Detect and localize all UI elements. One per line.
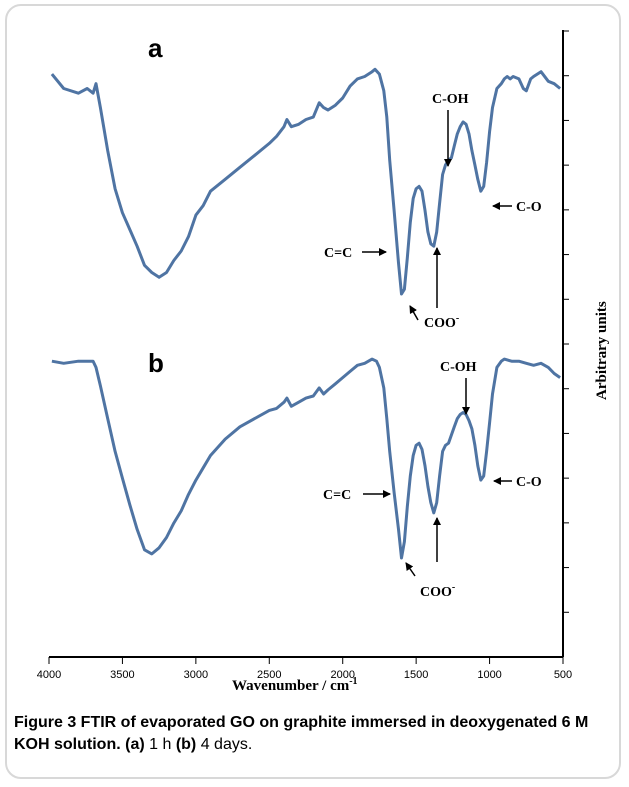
arrow-a-coo-dip1	[409, 305, 419, 321]
x-tick-label: 2000	[330, 669, 354, 681]
panel-label-b: b	[148, 348, 164, 378]
x-tick-label: 3000	[184, 669, 208, 681]
caption-label: Figure 3	[14, 714, 77, 731]
caption-a-tag: (a)	[125, 736, 145, 753]
x-tick-label: 1000	[477, 669, 501, 681]
spectrum-line-a	[50, 67, 562, 296]
y-axis-title: Arbitrary units	[594, 301, 610, 400]
x-tick-label: 4000	[37, 669, 61, 681]
caption-b-text: 4 days.	[196, 736, 253, 753]
spectrum-line-b	[51, 357, 561, 560]
caption-title: FTIR of evaporated GO on graphite immers…	[14, 714, 589, 753]
figure-frame	[5, 4, 621, 779]
x-tick-label: 2500	[257, 669, 281, 681]
x-tick-label: 500	[554, 669, 572, 681]
arrow-b-coo-dip1	[405, 562, 416, 577]
annotation-a-c-oh: C-OH	[432, 92, 469, 107]
annotation-a-coo: COO-	[424, 313, 459, 331]
annotation-b-c-o: C-O	[516, 475, 542, 490]
panel-label-a: a	[148, 33, 163, 63]
annotation-a-c-c: C=C	[324, 246, 352, 261]
x-ticks: 4000 3500 3000 2500 2000 1500 1000 500	[37, 657, 572, 681]
y-ticks	[563, 30, 569, 613]
annotation-b-c-oh: C-OH	[440, 360, 477, 375]
x-axis-title: Wavenumber / cm-1	[232, 676, 358, 694]
annotation-b-c-c: C=C	[323, 488, 351, 503]
caption-a-text: 1 h	[144, 736, 176, 753]
x-tick-label: 1500	[404, 669, 428, 681]
caption-b-tag: (b)	[175, 736, 197, 753]
figure-caption: Figure 3 FTIR of evaporated GO on graphi…	[14, 712, 614, 756]
annotation-a-c-o: C-O	[516, 200, 542, 215]
annotation-b-coo: COO-	[420, 582, 455, 600]
x-tick-label: 3500	[110, 669, 134, 681]
